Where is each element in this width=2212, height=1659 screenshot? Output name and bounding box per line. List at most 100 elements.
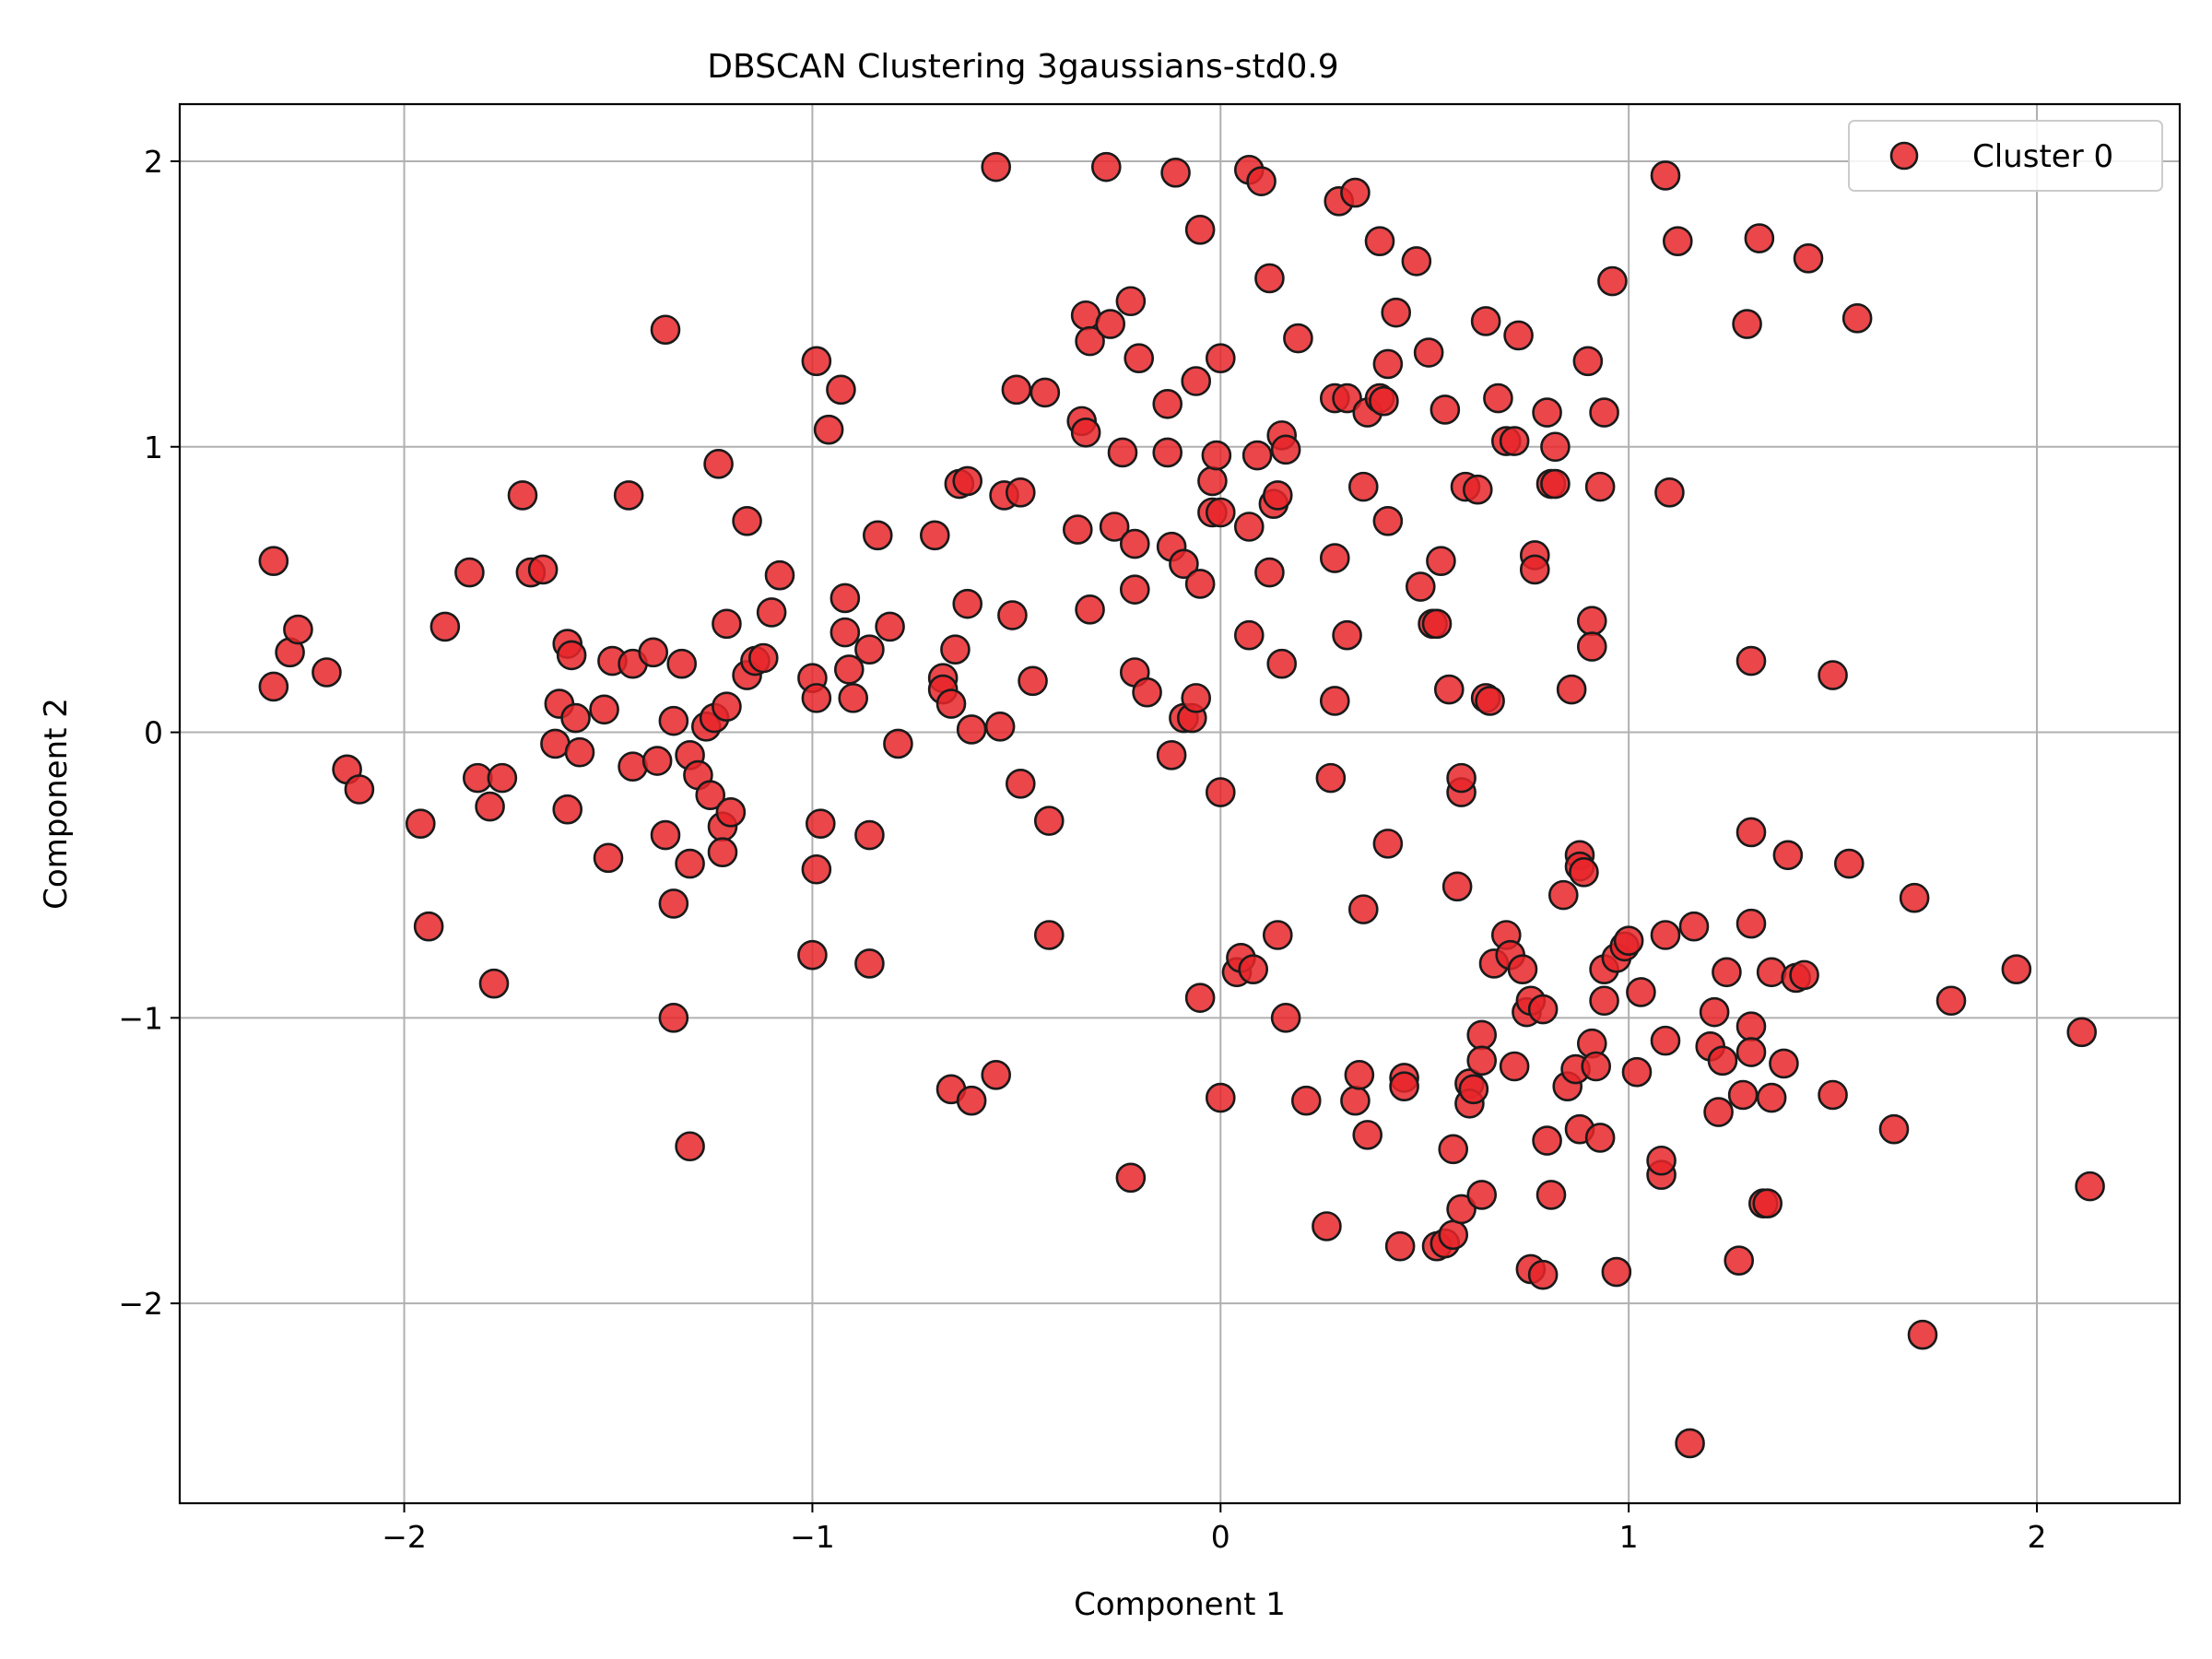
data-point [1475, 686, 1505, 716]
legend-box [1848, 120, 2163, 192]
data-point [1458, 1074, 1489, 1105]
data-point [475, 791, 505, 822]
data-point [981, 1060, 1012, 1090]
data-point [715, 796, 747, 828]
x-tick-label: 1 [1619, 1519, 1639, 1555]
data-point [1732, 309, 1762, 339]
data-point [1315, 762, 1347, 794]
data-point [1707, 1045, 1738, 1077]
data-point [556, 640, 587, 671]
data-point [1569, 857, 1599, 888]
data-point [1527, 1259, 1559, 1290]
data-point [1372, 348, 1404, 380]
data-point [1712, 957, 1742, 988]
data-point [1347, 894, 1379, 924]
x-axis-ticks: −2 −1 0 1 2 [382, 1503, 2047, 1555]
data-point [1556, 674, 1587, 705]
data-point [1833, 848, 1865, 879]
data-point [1446, 762, 1477, 794]
data-point [1099, 512, 1130, 542]
data-point [1519, 554, 1550, 585]
data-point [1319, 686, 1350, 716]
data-point [1095, 309, 1126, 339]
data-point [1818, 1079, 1848, 1111]
data-point [801, 683, 832, 713]
data-point [862, 520, 893, 551]
data-point [1589, 985, 1619, 1017]
data-point [1132, 677, 1162, 708]
data-point [593, 842, 624, 874]
data-point [838, 683, 869, 713]
data-point [826, 374, 856, 406]
data-point [1470, 306, 1501, 336]
data-point [1262, 920, 1293, 950]
data-point [1201, 440, 1232, 471]
data-point [1744, 223, 1775, 253]
data-point [1184, 982, 1216, 1013]
data-point [413, 911, 444, 942]
data-point [1312, 1211, 1342, 1241]
data-point [2001, 954, 2032, 984]
data-point [1438, 1134, 1469, 1165]
data-point [833, 654, 865, 685]
data-point [1152, 437, 1183, 468]
x-tick-label: −2 [382, 1519, 427, 1555]
data-point [1005, 769, 1036, 799]
data-point [1735, 645, 1767, 677]
data-point [1205, 1082, 1236, 1113]
data-point [1499, 1051, 1530, 1082]
data-point [1650, 920, 1681, 950]
data-point [658, 888, 689, 919]
data-point [1241, 440, 1273, 471]
data-point [1254, 263, 1285, 294]
data-point [675, 1131, 705, 1162]
legend: Cluster 0 [1848, 120, 2163, 192]
data-point [1340, 177, 1371, 208]
data-point [1466, 1045, 1498, 1077]
data-point [981, 151, 1012, 182]
data-point [1184, 569, 1216, 599]
data-point [1266, 648, 1298, 679]
data-point [1818, 660, 1848, 690]
data-point [1756, 1082, 1787, 1113]
data-point [1662, 226, 1693, 257]
data-point [1446, 1194, 1477, 1225]
legend-label-cluster-0: Cluster 0 [1972, 138, 2113, 175]
data-point [1233, 619, 1265, 651]
data-point [507, 480, 538, 511]
data-point [1075, 325, 1105, 357]
data-point [1005, 477, 1036, 508]
data-point [1184, 215, 1216, 245]
data-point [1372, 506, 1404, 536]
data-point [875, 611, 905, 642]
data-point [1752, 1188, 1783, 1219]
data-point [658, 705, 689, 736]
data-point [1532, 1125, 1562, 1156]
data-point [756, 597, 787, 628]
x-tick-label: 2 [2028, 1519, 2047, 1555]
data-point [1540, 431, 1571, 463]
data-point [813, 414, 844, 445]
data-point [1246, 166, 1277, 196]
data-point [1430, 394, 1461, 425]
data-point [1878, 1113, 1910, 1145]
data-point [1070, 417, 1101, 448]
legend-marker [1889, 141, 1919, 171]
data-point [952, 465, 983, 497]
data-point [1124, 343, 1155, 374]
data-point [258, 671, 289, 702]
data-point [952, 588, 983, 619]
data-point [1018, 665, 1048, 697]
data-point [1793, 242, 1824, 274]
data-point [1654, 477, 1685, 508]
data-point [1033, 920, 1065, 950]
data-point [1332, 619, 1362, 651]
data-point [1205, 343, 1236, 374]
data-point [1115, 286, 1147, 317]
data-point [1703, 1097, 1734, 1127]
data-point [1119, 574, 1150, 605]
x-axis-label: Component 1 [1074, 1586, 1286, 1623]
data-point [997, 600, 1028, 630]
data-point [830, 582, 861, 614]
